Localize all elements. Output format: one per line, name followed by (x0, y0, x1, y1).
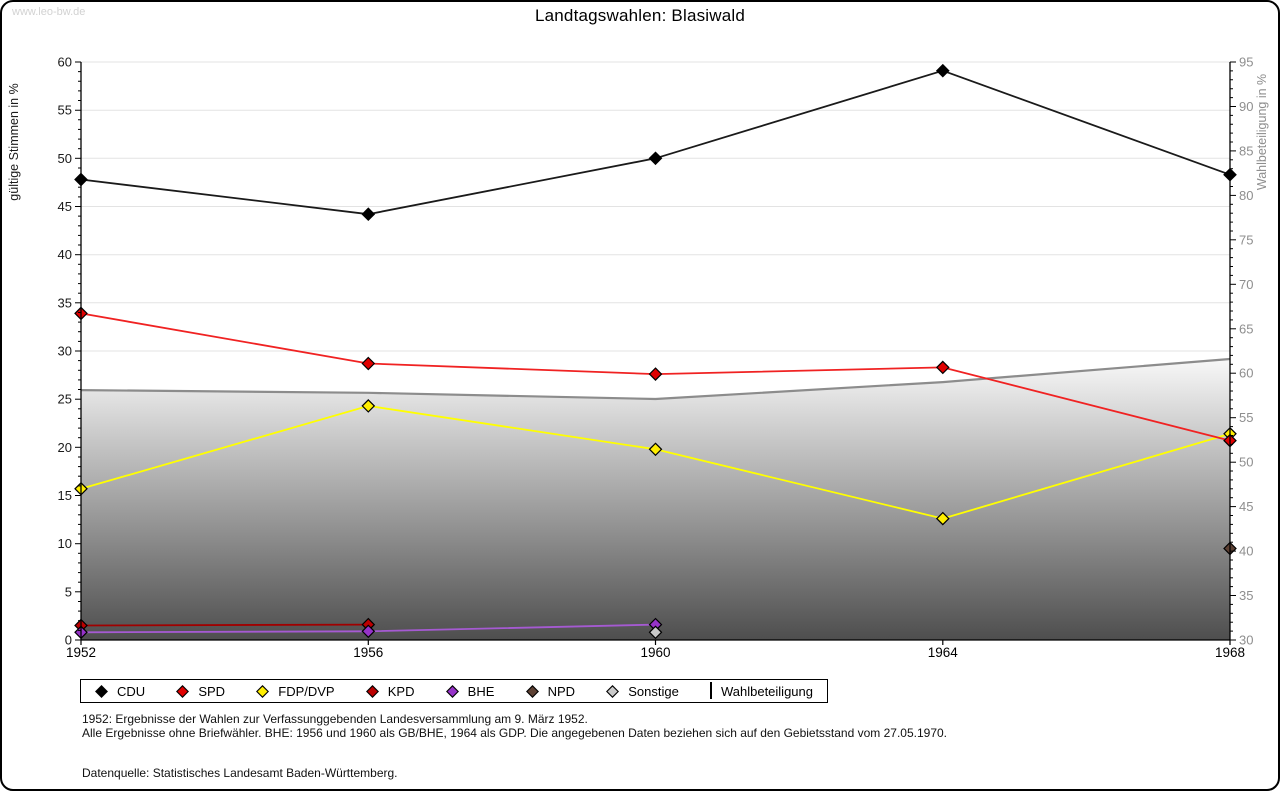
svg-text:1956: 1956 (353, 645, 383, 660)
footnote-line-1: 1952: Ergebnisse der Wahlen zur Verfassu… (82, 712, 588, 726)
svg-text:55: 55 (58, 103, 72, 118)
legend-item-bhe: BHE (445, 683, 495, 699)
svg-text:85: 85 (1239, 143, 1253, 158)
svg-text:Wahlbeteiligung in %: Wahlbeteiligung in % (1255, 74, 1269, 190)
diamond-marker-icon (606, 684, 620, 698)
svg-text:15: 15 (58, 488, 72, 503)
legend-label: SPD (198, 683, 226, 699)
legend-label: Sonstige (628, 683, 679, 699)
svg-text:65: 65 (1239, 321, 1253, 336)
svg-text:1968: 1968 (1215, 645, 1245, 660)
svg-text:55: 55 (1239, 410, 1253, 425)
svg-text:75: 75 (1239, 232, 1253, 247)
legend-item-wahlbeteiligung: Wahlbeteiligung (709, 682, 813, 699)
svg-text:gültige Stimmen in %: gültige Stimmen in % (7, 83, 21, 200)
diamond-marker-icon (95, 684, 108, 698)
diamond-marker-icon (365, 684, 379, 698)
diamond-marker-icon (445, 684, 459, 698)
svg-text:40: 40 (1239, 544, 1253, 559)
svg-text:0: 0 (65, 633, 72, 648)
footnote-line-2: Alle Ergebnisse ohne Briefwähler. BHE: 1… (82, 726, 948, 740)
legend-label: BHE (467, 683, 495, 699)
legend-item-npd: NPD (525, 683, 576, 699)
svg-text:50: 50 (1239, 455, 1253, 470)
svg-text:1952: 1952 (66, 645, 96, 660)
svg-text:60: 60 (1239, 366, 1253, 381)
chart-legend: CDU SPD FDP/DVP KPD BHE NPD Sonstige Wahlbeteil… (80, 679, 828, 703)
svg-text:45: 45 (58, 199, 72, 214)
diamond-marker-icon (525, 684, 539, 698)
svg-text:25: 25 (58, 392, 72, 407)
svg-text:70: 70 (1239, 277, 1253, 292)
svg-text:5: 5 (65, 584, 72, 599)
svg-text:10: 10 (58, 536, 72, 551)
diamond-marker-icon (256, 684, 270, 698)
legend-item-spd: SPD (176, 684, 225, 699)
svg-text:20: 20 (58, 440, 72, 455)
legend-label: FDP/DVP (278, 683, 335, 699)
legend-item-sonstige: Sonstige (606, 684, 679, 699)
svg-text:30: 30 (1239, 633, 1253, 648)
legend-label: KPD (387, 683, 415, 699)
svg-text:35: 35 (1239, 588, 1253, 603)
legend-label: Wahlbeteiligung (720, 683, 813, 699)
svg-text:30: 30 (58, 344, 72, 359)
svg-text:80: 80 (1239, 188, 1253, 203)
svg-text:1960: 1960 (640, 645, 670, 660)
svg-text:50: 50 (58, 151, 72, 166)
legend-label: CDU (117, 683, 146, 699)
watermark: www.leo-bw.de (12, 6, 86, 18)
svg-text:35: 35 (58, 295, 72, 310)
page-title: Landtagswahlen: Blasiwald (534, 6, 746, 25)
svg-text:40: 40 (58, 247, 72, 262)
svg-text:45: 45 (1239, 499, 1253, 514)
footnotes-block: 1952: Ergebnisse der Wahlen zur Verfassu… (82, 712, 947, 780)
svg-text:1964: 1964 (928, 645, 959, 660)
legend-item-kpd: KPD (365, 683, 415, 699)
legend-label: NPD (547, 683, 576, 699)
diamond-marker-icon (176, 684, 190, 698)
svg-text:90: 90 (1239, 99, 1253, 114)
svg-text:95: 95 (1239, 55, 1253, 70)
legend-item-fdp-dvp: FDP/DVP (256, 683, 335, 699)
data-source: Datenquelle: Statistisches Landesamt Bad… (82, 766, 398, 780)
legend-item-cdu: CDU (95, 684, 145, 699)
svg-text:60: 60 (58, 55, 72, 70)
